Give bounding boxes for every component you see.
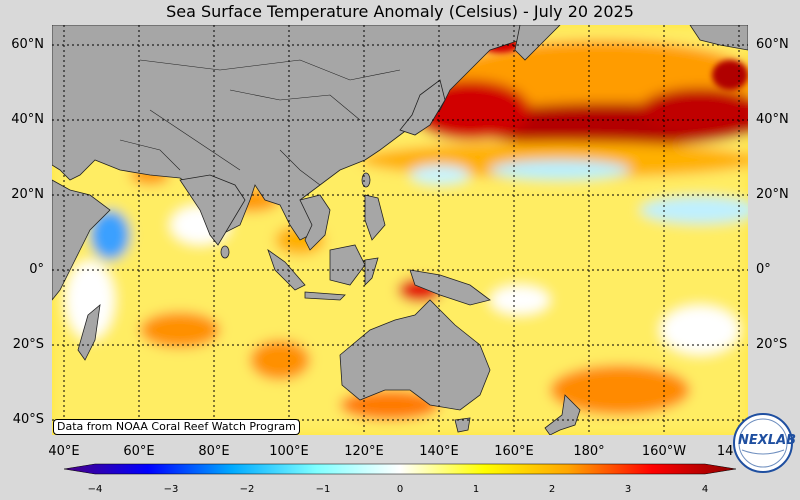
lat-label-20n-right: 20°N [756,187,789,202]
colorbar-gradient [63,463,737,475]
lat-label-equator: 0° [29,262,44,277]
lat-label-60n: 60°N [11,37,44,52]
logo-text: NEXLAB [738,433,797,448]
lat-label-20n: 20°N [11,187,44,202]
lon-label-160e: 160°E [494,444,534,459]
colorbar-tick: −1 [315,484,331,495]
lon-label-120e: 120°E [344,444,384,459]
colorbar-tick: 4 [701,484,709,495]
colorbar-tick: −2 [239,484,255,495]
lon-label-40e: 40°E [48,444,80,459]
lon-label-160w: 160°W [641,444,687,459]
lon-label-80e: 80°E [198,444,230,459]
lon-label-140e: 140°E [419,444,459,459]
land-masses [52,25,748,435]
map-title: Sea Surface Temperature Anomaly (Celsius… [166,2,634,21]
colorbar-tick: 1 [472,484,480,495]
colorbar-tick: −3 [163,484,179,495]
colorbar-tick: 0 [396,484,404,495]
lat-label-20s-right: 20°S [756,337,788,352]
country-borders [119,59,401,186]
colorbar-tick: −4 [87,484,103,495]
lat-label-40n-right: 40°N [756,112,789,127]
lat-label-equator-right: 0° [756,262,771,277]
lat-label-60n-right: 60°N [756,37,789,52]
colorbar [63,463,737,475]
colorbar-tick: 2 [548,484,556,495]
lat-label-40s: 40°S [12,412,44,427]
lat-label-20s: 20°S [12,337,44,352]
colorbar-tick: 3 [624,484,632,495]
data-credit-label: Data from NOAA Coral Reef Watch Program [53,419,300,435]
lon-label-180: 180° [573,444,605,459]
nexlab-logo [733,413,793,473]
lon-label-60e: 60°E [123,444,155,459]
lat-label-40n: 40°N [11,112,44,127]
lon-label-100e: 100°E [269,444,309,459]
